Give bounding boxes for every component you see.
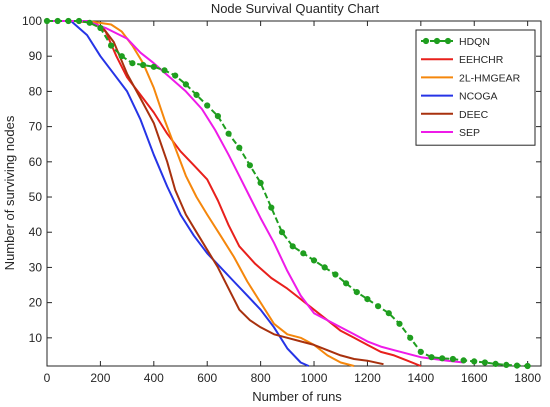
data-point-hdqn [97,24,104,32]
data-point-hdqn [257,179,264,186]
x-tick-label: 600 [197,371,217,385]
data-point-hdqn [54,17,61,25]
legend-label-eehchr: EEHCHR [459,54,504,66]
x-tick-label: 1000 [301,371,328,385]
y-tick-label: 90 [29,49,43,63]
data-point-hdqn [310,257,318,264]
x-axis-title: Number of runs [252,389,342,404]
series-line-ncoga [47,20,310,367]
data-point-hdqn [407,334,414,341]
data-point-hdqn [65,17,72,25]
data-point-hdqn [129,60,136,67]
data-point-hdqn [321,264,328,271]
data-point-hdqn [364,296,371,303]
data-point-hdqn [428,354,435,361]
data-point-hdqn [449,355,456,363]
legend-marker-hdqn [444,37,452,45]
legend-label-sep: SEP [459,127,480,139]
data-point-hdqn [343,280,350,287]
x-tick-label: 0 [44,371,51,385]
y-tick-label: 50 [29,190,43,204]
data-point-hdqn [396,320,403,327]
y-axis-title: Number of surviving nodes [2,115,17,270]
data-point-hdqn [289,243,296,250]
data-point-hdqn [300,250,307,257]
chart-title: Node Survival Quantity Chart [211,1,380,16]
y-tick-label: 100 [22,14,42,28]
data-point-hdqn [278,229,286,236]
data-point-hdqn [353,289,360,296]
y-tick-label: 40 [29,225,43,239]
data-point-hdqn [214,113,221,120]
data-point-hdqn [503,361,510,368]
series-line-deec [47,20,384,366]
data-point-hdqn [385,310,392,317]
data-point-hdqn [86,19,93,26]
data-point-hdqn [225,130,232,137]
data-point-hdqn [236,144,243,151]
data-point-hdqn [118,53,125,60]
x-tick-label: 200 [90,371,110,385]
y-tick-label: 80 [29,84,43,98]
y-tick-label: 20 [29,296,43,310]
y-tick-label: 30 [29,260,43,274]
series-line-hdqn [47,20,528,367]
data-point-hdqn [513,362,521,369]
legend-label-deec: DEEC [459,109,489,121]
legend-marker-hdqn [433,37,441,45]
legend-box [415,29,536,146]
x-tick-label: 400 [144,371,164,385]
data-point-hdqn [439,355,446,362]
data-point-hdqn [204,102,211,109]
data-point-hdqn [140,61,147,69]
data-point-hdqn [75,17,83,25]
data-point-hdqn [417,348,424,355]
y-tick-label: 60 [29,155,43,169]
series-lines [43,17,531,370]
y-tick-label: 10 [29,331,43,345]
data-point-hdqn [246,162,253,169]
series-line-eehchr [47,20,422,367]
x-tick-label: 1400 [407,371,434,385]
data-point-hdqn [460,357,467,364]
legend: HDQN EEHCHR 2L-HMGEAR NCOGA DEEC SEP [415,29,536,146]
legend-label-2l-hmgear: 2L-HMGEAR [459,72,521,84]
data-point-hdqn [150,63,157,70]
x-tick-label: 1200 [354,371,381,385]
legend-marker-hdqn [422,37,430,45]
data-point-hdqn [375,303,382,310]
data-point-hdqn [172,72,179,79]
data-point-hdqn [108,42,115,49]
data-point-hdqn [182,81,189,88]
data-point-hdqn [43,17,51,25]
y-tick-label: 70 [29,120,43,134]
axis-ticks: 0 200 400 600 800 1000 1200 1400 1600 1800 10 20 30 4… [22,14,541,385]
data-point-hdqn [492,360,499,367]
data-point-hdqn [161,67,168,74]
data-point-hdqn [471,358,478,365]
data-point-hdqn [524,362,531,370]
x-tick-label: 800 [251,371,271,385]
data-point-hdqn [268,204,275,211]
legend-label-ncoga: NCOGA [459,91,498,103]
data-point-hdqn [193,91,200,99]
series-line-sep [47,20,464,364]
data-point-hdqn [481,359,488,366]
x-tick-label: 1800 [514,371,541,385]
legend-label-hdqn: HDQN [459,36,490,48]
x-tick-label: 1600 [461,371,488,385]
data-point-hdqn [332,271,339,278]
